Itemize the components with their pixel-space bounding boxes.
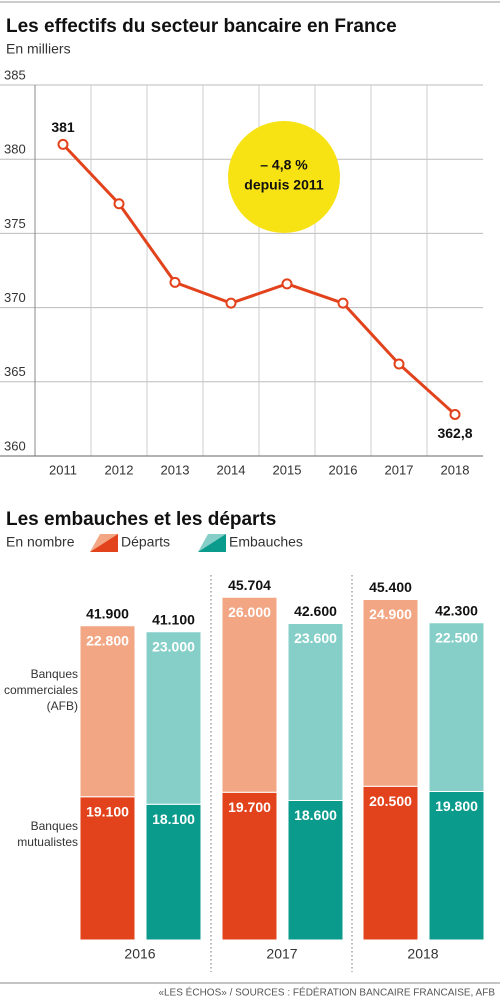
data-label: 19.100 <box>86 803 129 819</box>
point <box>57 138 69 150</box>
chart-title: Les effectifs du secteur bancaire en Fra… <box>6 16 397 37</box>
x-tick-label: 2018 <box>407 946 438 962</box>
x-tick-label: 2014 <box>217 462 246 477</box>
data-label: 23.600 <box>294 630 337 646</box>
y-tick-label: 370 <box>4 290 26 305</box>
x-tick-label: 2017 <box>266 946 297 962</box>
bar-segment <box>79 796 136 941</box>
bar-segment <box>362 785 419 941</box>
annotation: – 4,8 % <box>260 157 308 173</box>
data-label: 22.500 <box>435 629 478 645</box>
chart-subtitle: En nombre <box>6 534 75 550</box>
bar-segment <box>362 599 419 787</box>
line <box>61 143 457 416</box>
point <box>449 408 461 420</box>
annotation-bubble <box>228 121 340 233</box>
point <box>281 278 293 290</box>
x-tick-label: 2012 <box>105 462 134 477</box>
x-tick-label: 2018 <box>441 462 470 477</box>
chart-subtitle: En milliers <box>6 41 71 57</box>
data-label: 19.800 <box>435 798 478 814</box>
x-tick-label: 2011 <box>49 462 77 477</box>
legend-swatch <box>90 534 118 552</box>
total-label: 42.600 <box>294 603 337 619</box>
data-label: 18.100 <box>152 811 195 827</box>
data-label: 362,8 <box>437 425 472 441</box>
row-label: Banques mutualistes <box>17 819 78 849</box>
point <box>337 297 349 309</box>
bar-segment <box>287 623 344 801</box>
total-label: 41.100 <box>152 611 195 627</box>
x-tick-label: 2017 <box>385 462 414 477</box>
bar-segment <box>221 791 278 941</box>
bar-segment <box>428 791 485 941</box>
data-label: 20.500 <box>369 793 412 809</box>
y-tick-label: 380 <box>4 142 26 157</box>
total-label: 45.704 <box>228 577 271 593</box>
bar-segment <box>221 596 278 793</box>
bar-segment <box>145 631 202 805</box>
data-label: 26.000 <box>228 604 271 620</box>
bar-segment <box>145 803 202 941</box>
row-label: Banques commerciales (AFB) <box>3 667 78 713</box>
y-tick-label: 360 <box>4 438 26 453</box>
total-label: 42.300 <box>435 602 478 618</box>
point <box>225 297 237 309</box>
data-label: 24.900 <box>369 606 412 622</box>
data-label: 19.700 <box>228 799 271 815</box>
total-label: 41.900 <box>86 605 129 621</box>
chart-title: Les embauches et les départs <box>6 509 276 530</box>
x-tick-label: 2015 <box>273 462 302 477</box>
bar-segment <box>79 625 136 798</box>
legend-swatch <box>198 534 226 552</box>
x-tick-label: 2013 <box>161 462 190 477</box>
y-tick-label: 365 <box>4 364 26 379</box>
bar-segment <box>287 800 344 941</box>
y-tick-label: 375 <box>4 216 26 231</box>
data-label: 381 <box>51 119 75 135</box>
total-label: 45.400 <box>369 579 412 595</box>
x-tick-label: 2016 <box>329 462 358 477</box>
point <box>393 358 405 370</box>
annotation: depuis 2011 <box>244 177 324 193</box>
point <box>113 198 125 210</box>
data-label: 22.800 <box>86 632 129 648</box>
data-label: 23.000 <box>152 638 195 654</box>
point <box>169 276 181 288</box>
legend-label: Embauches <box>229 534 303 550</box>
y-tick-label: 385 <box>4 67 26 82</box>
source: «LES ÉCHOS» / SOURCES : FÉDÉRATION BANCA… <box>158 986 495 999</box>
data-label: 18.600 <box>294 807 337 823</box>
x-tick-label: 2016 <box>124 946 155 962</box>
bar-segment <box>428 622 485 792</box>
legend-label: Départs <box>121 534 170 550</box>
